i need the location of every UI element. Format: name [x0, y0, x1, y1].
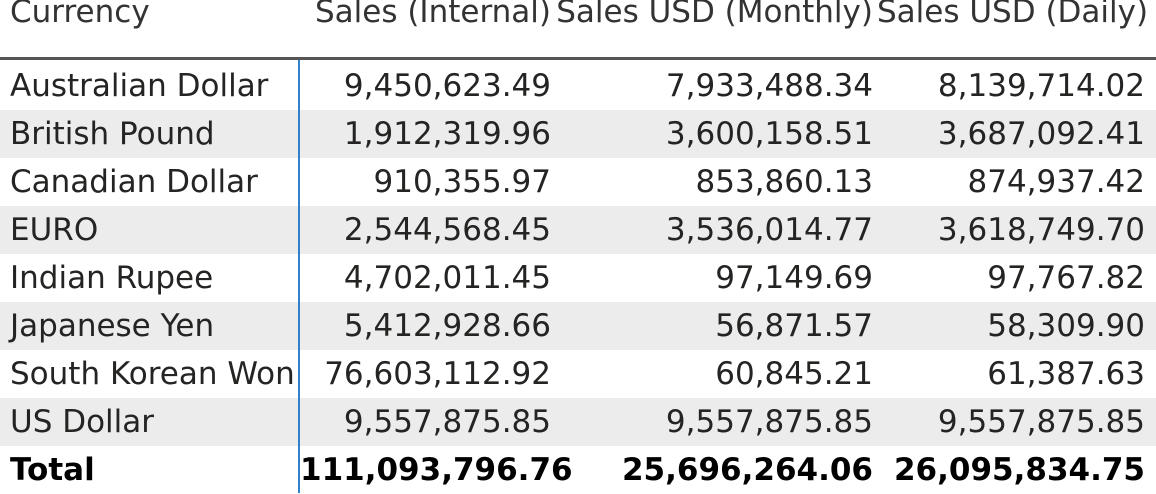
row-header-cell[interactable]: US Dollar — [10, 404, 155, 440]
value-cell[interactable]: 9,557,875.85 — [665, 404, 873, 440]
row-header-cell[interactable]: Indian Rupee — [10, 260, 214, 296]
row-header-divider — [298, 60, 300, 493]
value-cell[interactable]: 97,149.69 — [715, 260, 873, 296]
value-cell[interactable]: 60,845.21 — [715, 356, 873, 392]
header-divider — [0, 57, 1156, 60]
row-header-cell[interactable]: Australian Dollar — [10, 68, 269, 104]
table-row[interactable]: EURO 2,544,568.45 3,536,014.77 3,618,749… — [0, 206, 1156, 254]
value-cell[interactable]: 56,871.57 — [715, 308, 873, 344]
total-sales-usd-daily[interactable]: 26,095,834.75 — [893, 452, 1145, 488]
table-row[interactable]: Japanese Yen 5,412,928.66 56,871.57 58,3… — [0, 302, 1156, 350]
table-row[interactable]: Indian Rupee 4,702,011.45 97,149.69 97,7… — [0, 254, 1156, 302]
row-header-cell[interactable]: EURO — [10, 212, 99, 248]
column-header-currency[interactable]: Currency — [10, 0, 150, 30]
value-cell[interactable]: 853,860.13 — [695, 164, 874, 200]
value-cell[interactable]: 58,309.90 — [987, 308, 1145, 344]
total-row[interactable]: Total 111,093,796.76 25,696,264.06 26,09… — [0, 446, 1156, 494]
value-cell[interactable]: 4,702,011.45 — [343, 260, 551, 296]
table-row[interactable]: South Korean Won 76,603,112.92 60,845.21… — [0, 350, 1156, 398]
value-cell[interactable]: 8,139,714.02 — [937, 68, 1145, 104]
value-cell[interactable]: 2,544,568.45 — [343, 212, 551, 248]
row-header-cell[interactable]: Japanese Yen — [10, 308, 215, 344]
value-cell[interactable]: 910,355.97 — [373, 164, 552, 200]
table-row[interactable]: Australian Dollar 9,450,623.49 7,933,488… — [0, 62, 1156, 110]
row-header-cell[interactable]: South Korean Won — [10, 356, 295, 392]
value-cell[interactable]: 9,557,875.85 — [937, 404, 1145, 440]
value-cell[interactable]: 9,450,623.49 — [343, 68, 551, 104]
value-cell[interactable]: 97,767.82 — [987, 260, 1145, 296]
value-cell[interactable]: 1,912,319.96 — [343, 116, 551, 152]
value-cell[interactable]: 874,937.42 — [967, 164, 1146, 200]
total-label: Total — [10, 452, 95, 488]
row-header-cell[interactable]: Canadian Dollar — [10, 164, 258, 200]
value-cell[interactable]: 61,387.63 — [987, 356, 1145, 392]
column-header-sales-usd-daily[interactable]: Sales USD (Daily) — [877, 0, 1149, 30]
value-cell[interactable]: 3,687,092.41 — [937, 116, 1145, 152]
column-header-sales-internal[interactable]: Sales (Internal) — [314, 0, 551, 30]
table-row[interactable]: British Pound 1,912,319.96 3,600,158.51 … — [0, 110, 1156, 158]
value-cell[interactable]: 3,600,158.51 — [665, 116, 873, 152]
total-sales-usd-monthly[interactable]: 25,696,264.06 — [621, 452, 873, 488]
total-sales-internal[interactable]: 111,093,796.76 — [300, 452, 573, 488]
table-row[interactable]: Canadian Dollar 910,355.97 853,860.13 87… — [0, 158, 1156, 206]
value-cell[interactable]: 7,933,488.34 — [665, 68, 873, 104]
value-cell[interactable]: 76,603,112.92 — [324, 356, 551, 392]
value-cell[interactable]: 3,536,014.77 — [665, 212, 873, 248]
value-cell[interactable]: 9,557,875.85 — [343, 404, 551, 440]
value-cell[interactable]: 3,618,749.70 — [937, 212, 1145, 248]
header-row: Currency Sales (Internal) Sales USD (Mon… — [0, 0, 1156, 36]
row-header-cell[interactable]: British Pound — [10, 116, 215, 152]
table-row[interactable]: US Dollar 9,557,875.85 9,557,875.85 9,55… — [0, 398, 1156, 446]
column-header-sales-usd-monthly[interactable]: Sales USD (Monthly) — [556, 0, 873, 30]
value-cell[interactable]: 5,412,928.66 — [343, 308, 551, 344]
